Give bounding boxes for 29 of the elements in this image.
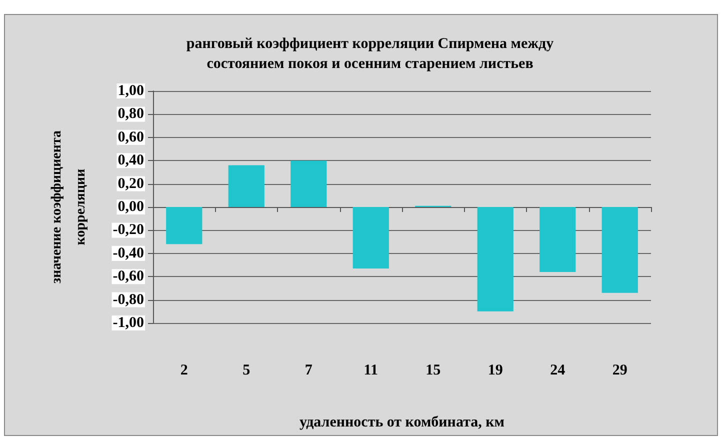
- y-axis-title: значение коэффициента корреляции: [50, 130, 88, 284]
- bar: [477, 207, 514, 312]
- bar: [540, 207, 576, 272]
- y-tick-label: 0,80: [118, 106, 144, 122]
- bar: [602, 207, 638, 293]
- x-tick-label: 15: [426, 362, 441, 378]
- bar: [228, 165, 264, 207]
- x-axis-title: удаленность от комбината, км: [300, 414, 504, 430]
- y-tick-label: 1,00: [118, 83, 144, 99]
- y-tick-label: -0,80: [112, 292, 144, 308]
- y-tick-label: 0,60: [118, 129, 144, 146]
- bar: [290, 160, 327, 207]
- chart-title: ранговый коэффициент корреляции Спирмена между состоянием покоя и осенним старением листьев: [186, 36, 554, 72]
- y-tick-label: 0,40: [118, 152, 144, 169]
- x-tick-label: 2: [180, 362, 188, 378]
- y-tick-label: -0,60: [112, 268, 144, 285]
- y-tick-label: -0,40: [112, 245, 144, 262]
- bar: [352, 207, 389, 268]
- y-tick-label: 0,20: [118, 176, 144, 192]
- y-tick-label: 0,00: [118, 199, 144, 215]
- x-tick-label: 19: [488, 362, 503, 378]
- x-tick-label: 7: [304, 362, 313, 378]
- x-tick-label: 24: [550, 362, 566, 378]
- y-tick-label: -0,20: [112, 222, 144, 238]
- y-tick-label: -1,00: [112, 315, 144, 331]
- x-tick-label: 5: [242, 362, 250, 378]
- x-tick-label: 29: [612, 362, 628, 378]
- x-tick-label: 11: [364, 362, 378, 378]
- bar: [166, 207, 202, 244]
